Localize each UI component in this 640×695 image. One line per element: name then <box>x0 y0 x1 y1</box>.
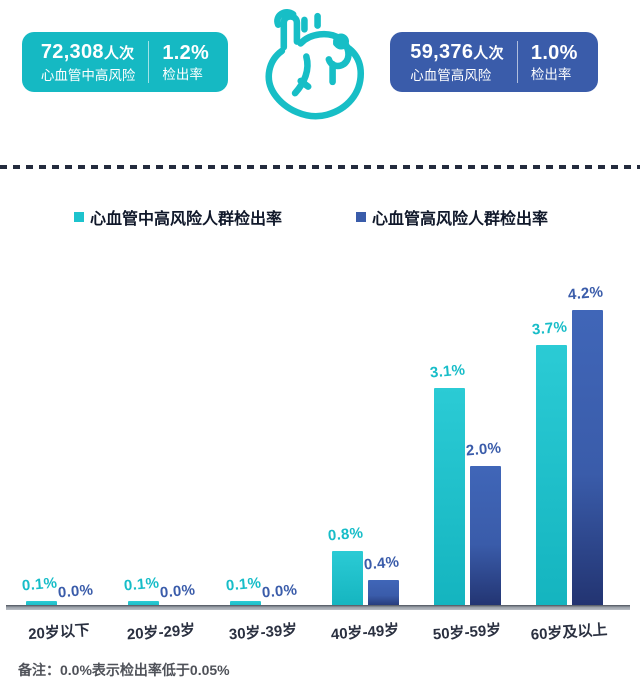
high-risk-rate: 1.0% <box>530 41 578 64</box>
high-risk-label: 心血管高风险 <box>410 67 492 83</box>
legend-item-medium-high-risk: 心血管中高风险人群检出率 <box>74 205 282 229</box>
x-axis-line <box>6 605 630 610</box>
legend-item-high-risk: 心血管高风险人群检出率 <box>356 205 548 229</box>
bar-medium-high-risk: 0.8% <box>327 262 364 608</box>
bar-chart: 0.1% 0.0% 20岁以下 0.1% 0.0% 20岁-29岁 0.1% 0.0% 30岁-… <box>8 262 620 643</box>
bar-high-risk: 0.0% <box>261 262 298 608</box>
medium-high-risk-label: 心血管中高风险 <box>40 67 136 83</box>
high-risk-count: 59,376人次 <box>410 41 504 65</box>
bar-value-label: 0.0% <box>57 581 94 602</box>
bar-medium-high-risk: 3.7% <box>531 262 568 608</box>
bar-fill <box>433 388 465 608</box>
x-axis-label: 50岁-59岁 <box>432 621 502 644</box>
bar-high-risk: 0.0% <box>159 262 196 608</box>
bar-value-label: 4.2% <box>567 283 604 304</box>
legend-label-medium-high: 心血管中高风险人群检出率 <box>90 211 283 228</box>
legend-swatch-high-icon <box>356 212 366 222</box>
bar-value-label: 0.0% <box>159 581 196 602</box>
heart-icon <box>250 2 372 128</box>
bar-fill <box>469 466 501 608</box>
bar-medium-high-risk: 0.1% <box>21 262 58 608</box>
bar-fill <box>331 551 363 608</box>
x-axis-label: 40岁-49岁 <box>330 621 400 644</box>
medium-high-risk-rate: 1.2% <box>162 41 210 64</box>
bar-group: 0.1% 0.0% 20岁以下 <box>8 262 110 643</box>
bar-medium-high-risk: 0.1% <box>123 262 160 608</box>
x-axis-label: 60岁及以上 <box>530 621 608 644</box>
bar-group: 3.7% 4.2% 60岁及以上 <box>518 262 620 643</box>
bar-group: 0.8% 0.4% 40岁-49岁 <box>314 262 416 643</box>
dashed-divider <box>0 165 640 169</box>
bar-high-risk: 0.4% <box>363 262 400 608</box>
bar-group: 3.1% 2.0% 50岁-59岁 <box>416 262 518 643</box>
bar-fill <box>535 345 567 608</box>
footnote: 备注：0.0%表示检出率低于0.05% <box>18 662 230 678</box>
bar-value-label: 3.7% <box>531 318 568 339</box>
count-value: 59,376 <box>410 40 474 63</box>
bar-value-label: 0.0% <box>261 581 298 602</box>
bar-value-label: 2.0% <box>465 439 502 460</box>
bar-fill <box>229 601 261 608</box>
medium-high-risk-rate-label: 检出率 <box>162 66 203 82</box>
high-risk-rate-label: 检出率 <box>530 66 572 82</box>
x-axis-label: 20岁-29岁 <box>126 621 196 644</box>
count-value: 72,308 <box>40 40 104 63</box>
high-risk-rate-block: 1.0% 检出率 <box>531 42 578 83</box>
bar-medium-high-risk: 0.1% <box>225 262 262 608</box>
bar-group: 0.1% 0.0% 30岁-39岁 <box>212 262 314 643</box>
x-axis-label: 20岁以下 <box>27 621 91 644</box>
bar-value-label: 0.1% <box>225 574 262 595</box>
bar-value-label: 3.1% <box>429 361 466 382</box>
medium-high-risk-count: 72,308人次 <box>41 41 135 65</box>
stat-box-medium-high-risk: 72,308人次 心血管中高风险 1.2% 检出率 <box>22 32 228 92</box>
bar-fill <box>25 601 57 608</box>
bar-group: 0.1% 0.0% 20岁-29岁 <box>110 262 212 643</box>
x-axis-label: 30岁-39岁 <box>228 621 298 644</box>
stat-box-divider <box>148 41 150 83</box>
legend-swatch-medium-high-icon <box>74 212 84 222</box>
count-unit: 人次 <box>473 44 504 62</box>
bar-fill <box>367 580 399 608</box>
bar-high-risk: 4.2% <box>567 262 604 608</box>
high-risk-count-block: 59,376人次 心血管高风险 <box>410 41 504 84</box>
count-unit: 人次 <box>103 44 135 62</box>
bar-high-risk: 0.0% <box>57 262 94 608</box>
stat-box-divider <box>516 41 518 83</box>
medium-high-risk-count-block: 72,308人次 心血管中高风险 <box>41 41 136 84</box>
bar-high-risk: 2.0% <box>465 262 502 608</box>
legend-label-high: 心血管高风险人群检出率 <box>372 211 549 228</box>
bar-value-label: 0.4% <box>363 553 400 574</box>
bar-value-label: 0.1% <box>123 574 160 595</box>
medium-high-risk-rate-block: 1.2% 检出率 <box>162 42 209 83</box>
bar-value-label: 0.1% <box>21 574 58 595</box>
bar-value-label: 0.8% <box>327 524 364 545</box>
bar-fill <box>571 310 603 608</box>
bar-medium-high-risk: 3.1% <box>429 262 466 608</box>
bar-fill <box>127 601 159 608</box>
stat-box-high-risk: 59,376人次 心血管高风险 1.0% 检出率 <box>390 32 598 92</box>
